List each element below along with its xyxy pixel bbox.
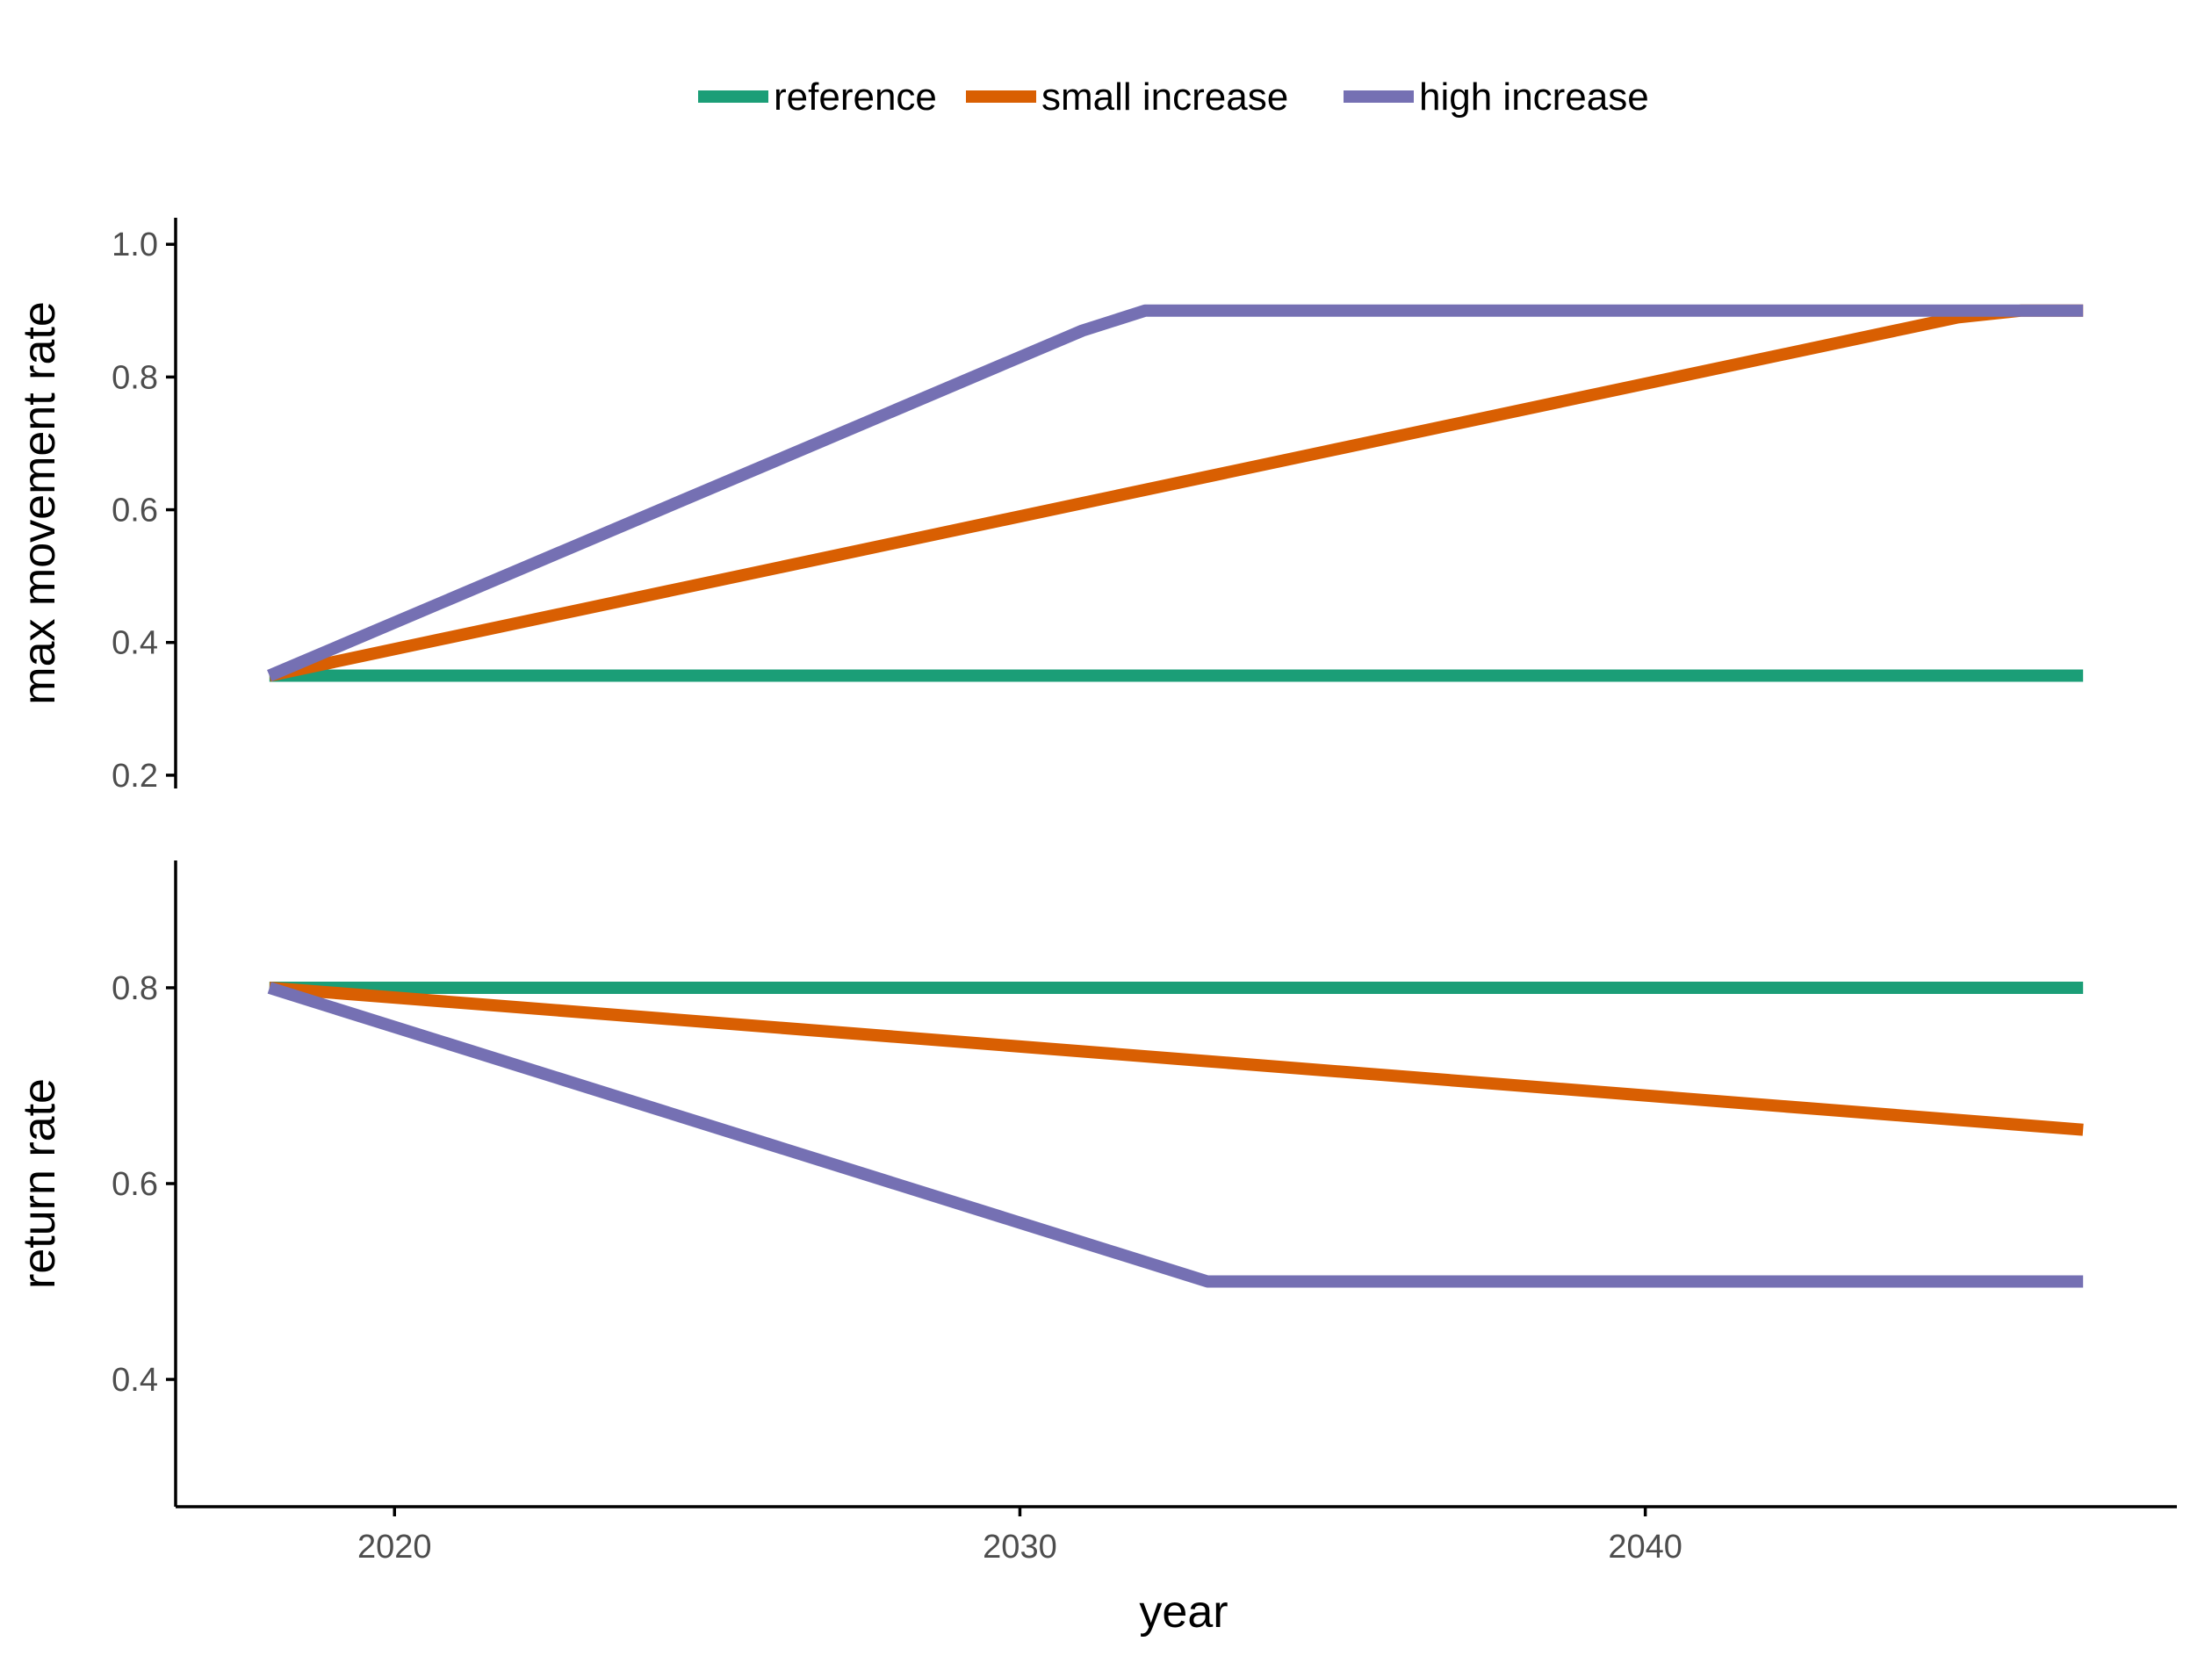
y-tick-label: 0.4	[112, 1362, 158, 1399]
series-line-small-increase	[268, 304, 2084, 682]
y-tick-label: 0.8	[112, 359, 158, 396]
x-axis: 2020 2030 2040	[176, 1505, 2177, 1566]
legend: reference small increase high increase	[698, 76, 1649, 119]
legend-label: small increase	[1041, 76, 1288, 119]
x-tick-label: 2020	[357, 1529, 432, 1566]
x-tick-label: 2040	[1608, 1529, 1682, 1566]
series-line-high-increase	[267, 982, 2084, 1288]
y-axis-title: max movement rate	[14, 301, 65, 705]
legend-label: reference	[774, 76, 937, 119]
series-line-small-increase	[269, 982, 2084, 1136]
y-tick-label: 0.8	[112, 970, 158, 1007]
legend-item: reference	[698, 76, 937, 119]
series-line-high-increase	[267, 304, 2084, 681]
legend-item: high increase	[1344, 76, 1649, 119]
x-tick-label: 2030	[983, 1529, 1057, 1566]
legend-item: small increase	[966, 76, 1288, 119]
panel-1: 0.2 0.4 0.6 0.8 1.0 max movement rate	[14, 218, 2084, 795]
y-tick-label: 0.6	[112, 1166, 158, 1203]
legend-label: high increase	[1419, 76, 1649, 119]
y-tick-label: 0.6	[112, 493, 158, 529]
y-axis-title: return rate	[14, 1078, 65, 1289]
y-tick-label: 0.2	[112, 758, 158, 795]
panel-2: 0.4 0.6 0.8 return rate	[14, 860, 2084, 1507]
y-tick-label: 0.4	[112, 625, 158, 662]
x-axis-title: year	[1139, 1587, 1228, 1638]
y-tick-label: 1.0	[112, 227, 158, 263]
